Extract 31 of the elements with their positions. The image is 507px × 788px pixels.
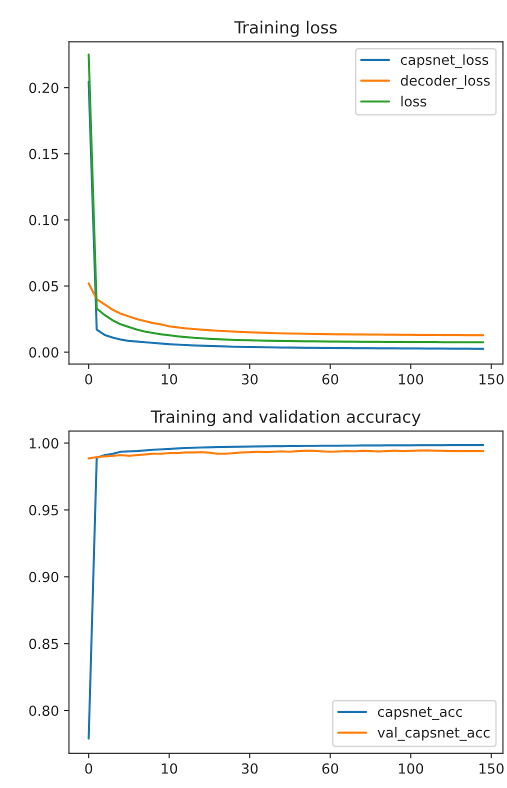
x-tick-label: 60 [322,763,338,774]
line-series [88,449,484,460]
x-tick-label: 150 [480,374,504,385]
y-tick-label: 0.15 [29,148,58,160]
y-tick-label: 0.95 [29,504,58,516]
legend-label: loss [401,96,426,107]
legend-label: decoder_loss [400,75,490,89]
legend-label: capsnet_acc [378,707,462,720]
legend-label: capsnet_loss [400,54,488,68]
chart-title: Training loss [234,20,337,37]
x-tick-label: 150 [480,763,504,774]
x-tick-label: 60 [322,374,338,385]
legend-label: val_capsnet_acc [378,727,490,741]
y-tick-label: 0.85 [29,638,58,650]
chart-title: Training and validation accuracy [150,410,421,426]
x-tick-label: 0 [85,763,92,774]
y-tick-label: 0.05 [29,280,58,292]
x-tick-label: 30 [242,374,258,385]
y-tick-label: 0.90 [29,572,58,582]
y-tick-label: 1.00 [30,438,58,449]
y-tick-label: 0.20 [29,82,58,94]
x-tick-label: 10 [162,763,178,774]
line-series [88,282,484,336]
y-tick-label: 0.00 [29,347,58,358]
x-tick-label: 30 [242,763,258,774]
y-tick-label: 0.10 [29,214,58,226]
x-tick-label: 100 [399,374,424,385]
x-tick-label: 10 [162,374,178,385]
y-tick-label: 0.80 [29,706,58,716]
x-tick-label: 0 [85,374,92,385]
x-tick-label: 100 [399,763,424,774]
